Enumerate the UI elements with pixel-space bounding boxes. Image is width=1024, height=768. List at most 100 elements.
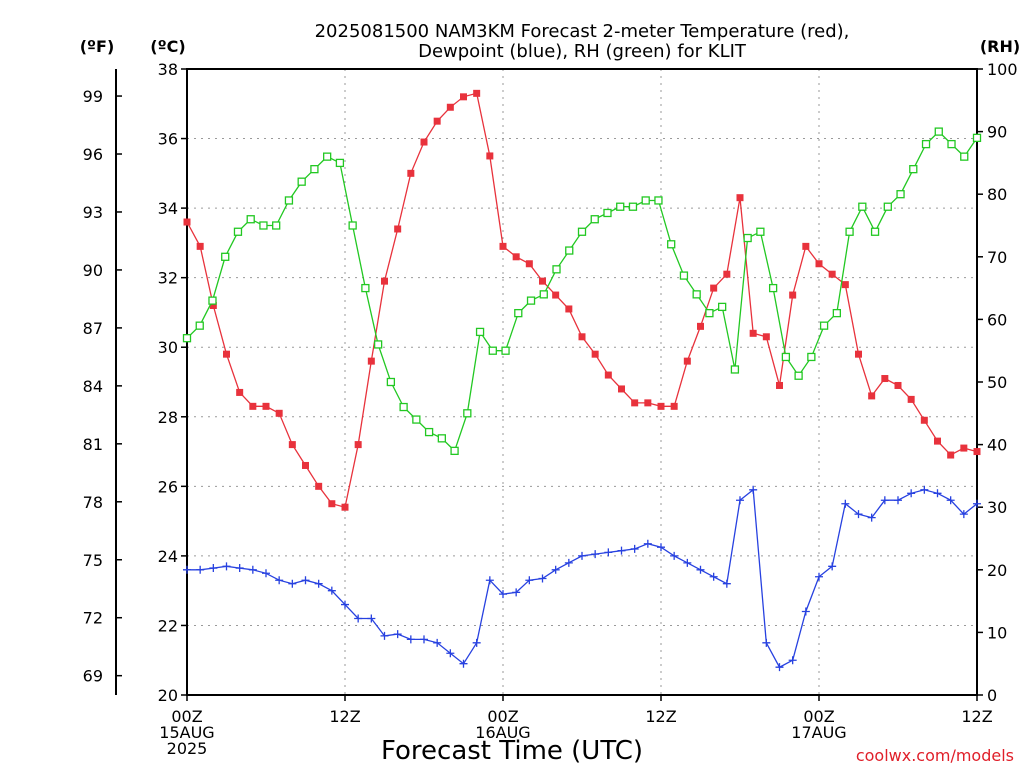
data-point (604, 548, 613, 557)
data-point (472, 638, 481, 647)
data-point (499, 242, 507, 250)
data-point (828, 270, 836, 278)
rh-tick-label: 80 (987, 185, 1007, 204)
data-point (315, 482, 323, 490)
data-point (526, 296, 536, 305)
data-point (618, 385, 625, 393)
data-point (183, 218, 191, 226)
data-point (381, 277, 388, 285)
data-point (499, 590, 507, 599)
data-point (399, 402, 408, 412)
data-point (314, 579, 323, 588)
data-point (327, 586, 336, 595)
fahrenheit-tick-label: 93 (83, 203, 103, 222)
data-point (972, 133, 982, 143)
fahrenheit-tick-label: 99 (83, 87, 103, 106)
data-point (749, 329, 757, 337)
data-point (870, 227, 880, 236)
data-point (641, 196, 650, 205)
data-point (310, 165, 319, 174)
data-point (789, 291, 797, 299)
data-point (628, 202, 638, 211)
data-point (762, 638, 771, 647)
series-0 (183, 89, 981, 511)
chart-title-line-1: 2025081500 NAM3KM Forecast 2-meter Tempe… (315, 21, 850, 42)
fahrenheit-tick-label: 75 (83, 551, 103, 570)
celsius-tick-label: 32 (158, 269, 178, 288)
data-point (275, 576, 284, 585)
data-point (868, 392, 876, 400)
data-point (730, 365, 740, 374)
series-layer (182, 89, 982, 672)
data-point (881, 375, 889, 383)
series-2 (182, 127, 982, 456)
data-point (696, 565, 705, 574)
data-point (236, 388, 244, 396)
data-point (512, 253, 520, 261)
data-point (249, 402, 257, 410)
data-point (539, 277, 546, 285)
data-point (921, 139, 931, 149)
data-point (947, 451, 955, 459)
data-point (341, 503, 349, 511)
x-tick-label: 12Z (645, 707, 676, 726)
data-point (883, 202, 892, 211)
data-point (920, 416, 928, 424)
data-point (920, 485, 929, 494)
celsius-axis-unit: (ºC) (150, 37, 185, 56)
x-tick-label: 00Z (803, 707, 834, 726)
data-point (262, 569, 270, 578)
data-point (433, 638, 442, 647)
data-point (564, 558, 573, 567)
data-point (644, 399, 652, 407)
data-point (463, 409, 472, 418)
data-point (514, 308, 523, 318)
data-point (603, 208, 612, 218)
data-point (959, 510, 968, 519)
data-point (841, 281, 849, 289)
data-point (288, 579, 297, 588)
data-point (907, 489, 916, 498)
series-line (186, 92, 978, 509)
data-point (788, 656, 797, 665)
data-point (736, 496, 744, 505)
data-point (858, 202, 867, 211)
data-point (208, 296, 217, 305)
fahrenheit-tick-label: 90 (83, 261, 103, 280)
data-point (209, 301, 217, 309)
data-point (501, 346, 510, 355)
rh-axis-unit: (RH) (980, 37, 1020, 56)
data-point (223, 350, 230, 358)
data-point (420, 635, 428, 644)
celsius-tick-label: 34 (158, 199, 178, 218)
data-point (743, 233, 752, 243)
fahrenheit-tick-label: 84 (83, 377, 103, 396)
data-point (973, 448, 981, 456)
data-point (284, 196, 294, 205)
x-tick-label: 00Z (487, 707, 518, 726)
rh-tick-label: 70 (987, 248, 1007, 267)
data-point (616, 202, 625, 211)
data-point (679, 271, 689, 280)
data-point (807, 352, 816, 362)
data-point (248, 565, 257, 574)
data-point (209, 564, 218, 573)
x-tick-sublabel: 16AUG (475, 723, 530, 742)
data-point (565, 305, 573, 313)
data-point (894, 381, 902, 389)
fahrenheit-tick-label: 81 (83, 435, 103, 454)
rh-tick-label: 60 (987, 310, 1007, 329)
data-point (832, 308, 841, 318)
data-point (450, 446, 459, 456)
data-point (749, 485, 758, 494)
data-point (643, 539, 652, 548)
data-point (591, 550, 600, 559)
data-point (815, 572, 823, 581)
data-point (297, 177, 306, 186)
data-point (341, 600, 349, 609)
rh-tick-label: 10 (987, 623, 1007, 642)
rh-tick-label: 40 (987, 436, 1007, 455)
data-point (367, 357, 375, 365)
data-point (819, 321, 829, 330)
